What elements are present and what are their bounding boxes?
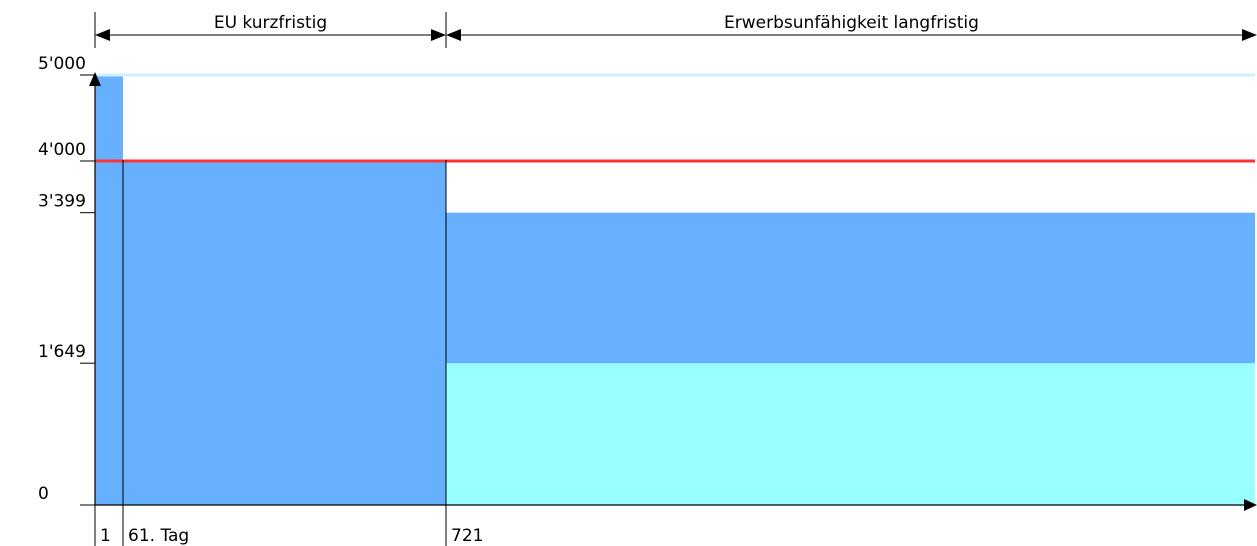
phase-arrow-right-icon bbox=[1242, 29, 1257, 41]
phase-arrow-left-icon bbox=[95, 29, 110, 41]
y-tick-label: 5'000 bbox=[38, 54, 86, 74]
y-tick-label: 4'000 bbox=[38, 140, 86, 160]
x-marker-label: 721 bbox=[451, 526, 483, 546]
x-marker-label: 1 bbox=[100, 526, 111, 546]
area-segment-0-0 bbox=[95, 75, 123, 505]
phase-brackets: EU kurzfristig Erwerbsunfähigkeit langfri… bbox=[95, 12, 1257, 48]
reference-lines bbox=[95, 75, 1255, 161]
phase-label: EU kurzfristig bbox=[214, 13, 327, 33]
phase-arrow-right-icon bbox=[431, 29, 446, 41]
y-tick-label: 0 bbox=[38, 484, 49, 504]
y-tick-labels: 0 1'649 3'399 4'000 5'000 bbox=[38, 54, 95, 505]
x-marker-label: 61. Tag bbox=[128, 526, 189, 546]
y-tick-label: 1'649 bbox=[38, 342, 86, 362]
phase-arrow-left-icon bbox=[446, 29, 461, 41]
area-segment-0-1 bbox=[123, 161, 446, 505]
y-tick-label: 3'399 bbox=[38, 192, 86, 212]
phase-label: Erwerbsunfähigkeit langfristig bbox=[724, 13, 979, 33]
chart-areas bbox=[95, 75, 1255, 505]
area-segment-1-0 bbox=[446, 363, 1255, 505]
